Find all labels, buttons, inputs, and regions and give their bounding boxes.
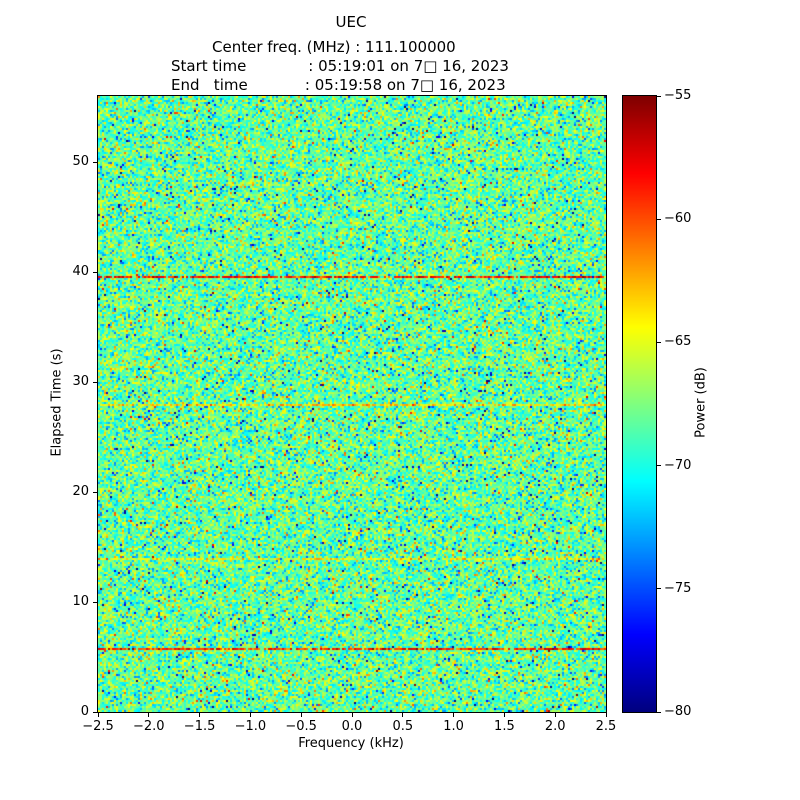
y-tick-label: 40	[72, 264, 89, 279]
y-tick-mark	[93, 711, 97, 713]
x-tick-label: −0.5	[285, 719, 317, 734]
x-tick-label: −2.0	[133, 719, 165, 734]
x-tick-mark	[605, 713, 607, 717]
y-tick-label: 30	[72, 374, 89, 389]
colorbar-tick-mark	[657, 588, 661, 590]
end-time-text: End time : 05:19:58 on 7□ 16, 2023	[171, 76, 506, 94]
x-tick-label: 0.0	[341, 719, 363, 734]
y-tick-label: 0	[80, 704, 89, 719]
y-tick-mark	[93, 601, 97, 603]
y-tick-label: 20	[72, 484, 89, 499]
spectrogram-canvas	[98, 96, 606, 712]
colorbar-label: Power (dB)	[693, 367, 709, 438]
y-tick-label: 10	[72, 594, 89, 609]
x-tick-mark	[300, 713, 302, 717]
x-tick-label: 0.5	[392, 719, 414, 734]
x-tick-label: 2.0	[544, 719, 566, 734]
x-tick-mark	[351, 713, 353, 717]
figure-title: UEC	[335, 13, 367, 31]
colorbar-tick-label: −65	[664, 334, 692, 350]
x-tick-mark	[402, 713, 404, 717]
x-tick-label: −1.0	[234, 719, 267, 734]
colorbar-canvas	[623, 96, 656, 712]
colorbar-tick-label: −70	[664, 457, 692, 473]
center-frequency-text: Center freq. (MHz) : 111.100000	[212, 38, 456, 56]
x-tick-mark	[249, 713, 251, 717]
x-tick-mark	[503, 713, 505, 717]
x-tick-label: 1.0	[443, 719, 464, 734]
colorbar-tick-mark	[657, 95, 661, 97]
x-tick-label: −2.5	[82, 719, 114, 734]
x-axis-label: Frequency (kHz)	[298, 736, 404, 751]
y-tick-mark	[93, 271, 97, 273]
colorbar-tick-label: −60	[664, 211, 692, 227]
x-tick-mark	[199, 713, 201, 717]
x-tick-mark	[148, 713, 150, 717]
colorbar-tick-mark	[657, 711, 661, 713]
y-tick-mark	[93, 381, 97, 383]
start-time-text: Start time : 05:19:01 on 7□ 16, 2023	[171, 57, 509, 75]
y-axis-label: Elapsed Time (s)	[49, 348, 65, 457]
colorbar-tick-label: −80	[664, 704, 692, 719]
colorbar-tick-label: −55	[664, 88, 692, 103]
x-tick-label: 1.5	[494, 719, 515, 734]
x-tick-label: −1.5	[183, 719, 216, 734]
x-tick-mark	[97, 713, 99, 717]
colorbar-tick-label: −75	[664, 580, 692, 596]
y-tick-mark	[93, 491, 97, 493]
x-tick-label: 2.5	[595, 719, 617, 734]
x-tick-mark	[554, 713, 556, 717]
y-tick-label: 50	[72, 154, 89, 169]
colorbar-tick-mark	[657, 465, 661, 467]
colorbar-tick-mark	[657, 218, 661, 220]
colorbar	[622, 95, 657, 713]
x-tick-mark	[453, 713, 455, 717]
y-tick-mark	[93, 161, 97, 163]
colorbar-tick-mark	[657, 341, 661, 343]
spectrogram-plot-area	[97, 95, 607, 713]
